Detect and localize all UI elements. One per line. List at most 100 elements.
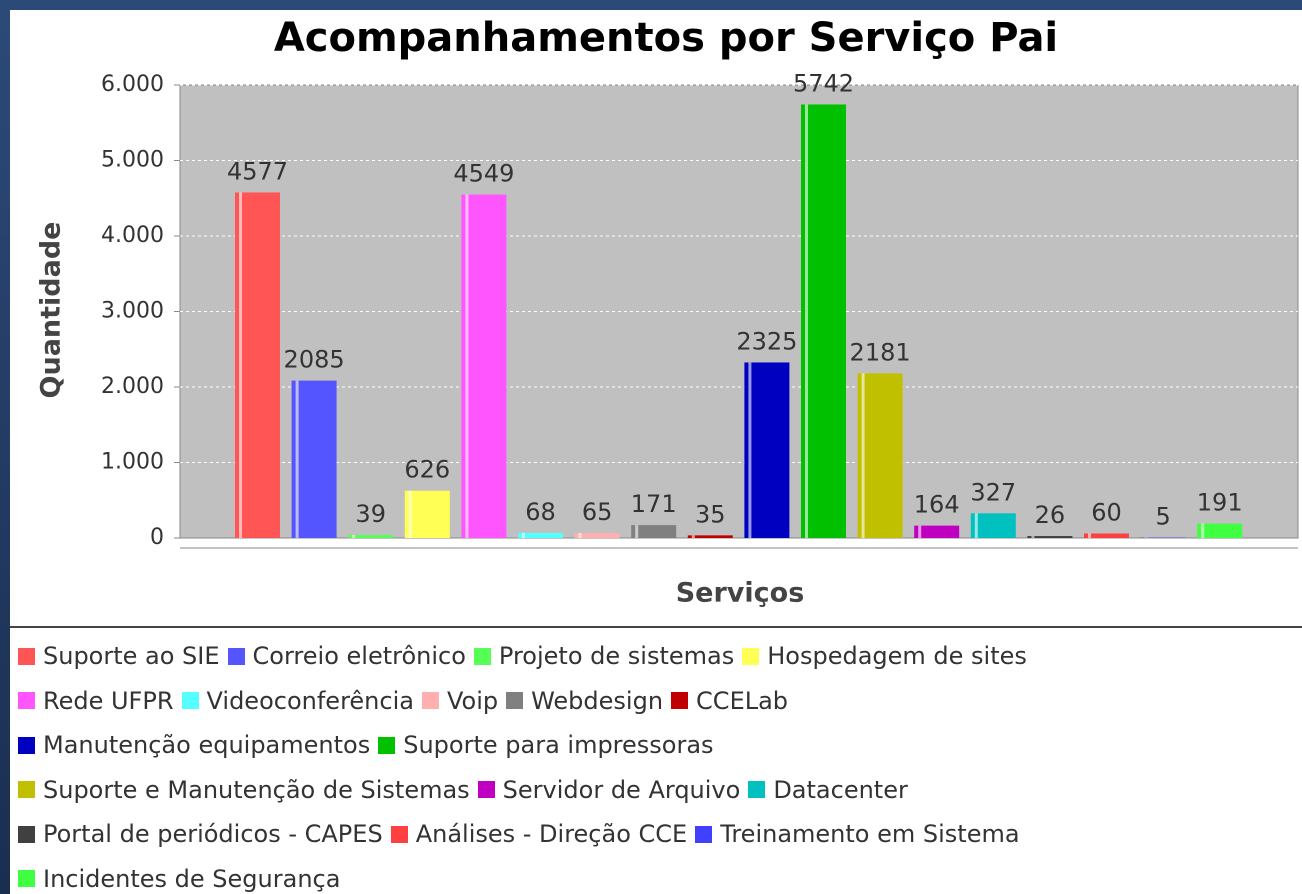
bar-highlight — [465, 194, 469, 538]
legend-row: Suporte e Manutenção de Sistemas Servidor… — [18, 768, 1302, 813]
legend-item: Suporte ao SIE — [18, 642, 220, 670]
legend-label: Suporte para impressoras — [403, 731, 714, 760]
bar-highlight — [974, 513, 978, 538]
bar-highlight — [691, 535, 695, 538]
bar-highlight — [408, 490, 412, 538]
legend-label: Hospedagem de sites — [767, 642, 1027, 671]
y-tick-label: 2.000 — [101, 374, 164, 399]
legend-swatch — [18, 736, 35, 754]
bar-highlight — [918, 525, 922, 538]
data-label: 4549 — [453, 160, 514, 188]
data-label: 26 — [1035, 501, 1066, 529]
legend-swatch — [18, 825, 35, 843]
bar-highlight — [635, 525, 639, 538]
legend-item: Treinamento em Sistema — [695, 820, 1020, 849]
legend-label: Análises - Direção CCE — [415, 820, 688, 849]
data-label: 4577 — [227, 157, 288, 185]
data-label: 35 — [695, 500, 726, 528]
bar-highlight — [239, 192, 242, 538]
data-label: 191 — [1197, 489, 1243, 517]
bar — [518, 532, 563, 538]
legend-label: Portal de periódicos - CAPES — [43, 820, 383, 849]
bar-highlight — [522, 532, 525, 538]
legend-item: Suporte para impressoras — [378, 731, 714, 760]
data-label: 327 — [970, 478, 1016, 506]
bar — [801, 104, 846, 538]
legend-item: Hospedagem de sites — [742, 642, 1027, 670]
legend-swatch — [695, 825, 713, 843]
legend-label: Projeto de sistemas — [498, 642, 735, 671]
legend-swatch — [506, 692, 524, 710]
bar-highlight — [578, 533, 582, 538]
bar — [291, 380, 337, 538]
legend-item: Datacenter — [748, 776, 908, 804]
legend-row: Incidentes de Segurança — [18, 857, 1302, 894]
bar — [744, 362, 790, 538]
y-tick-label: 0 — [150, 525, 164, 550]
bar-highlight — [861, 373, 865, 538]
legend-swatch — [742, 647, 760, 665]
y-tick-label: 6.000 — [101, 72, 164, 97]
x-axis-label: Serviços — [676, 578, 805, 609]
bar — [1084, 533, 1129, 538]
bar-highlight — [1031, 536, 1035, 538]
legend-row: Manutenção equipamentos Suporte para impr… — [18, 723, 1302, 768]
data-label: 164 — [914, 491, 960, 519]
legend-item: Incidentes de Segurança — [18, 865, 340, 893]
y-axis-label: Quantidade — [36, 222, 67, 399]
bar-highlight — [1201, 523, 1205, 538]
legend-swatch — [473, 647, 491, 665]
bar — [348, 535, 394, 538]
data-label: 2325 — [736, 327, 797, 355]
legend-label: CCELab — [696, 686, 789, 715]
data-label: 5 — [1155, 503, 1170, 531]
legend-label: Suporte e Manutenção de Sistemas — [43, 775, 470, 804]
legend-item: Portal de periódicos - CAPES — [18, 820, 383, 848]
legend-item: Servidor de Arquivo — [477, 775, 741, 804]
bar-highlight — [748, 362, 752, 538]
data-label: 60 — [1091, 498, 1122, 526]
bar — [404, 490, 450, 538]
y-tick-label: 1.000 — [101, 450, 164, 475]
legend-swatch — [18, 647, 35, 665]
legend: Suporte ao SIE Correio eletrônico Projeto … — [10, 626, 1302, 894]
legend-swatch — [477, 781, 495, 799]
data-label: 2181 — [850, 338, 911, 366]
y-tick-label: 3.000 — [101, 299, 164, 324]
legend-item: Correio eletrônico — [227, 642, 466, 671]
bar — [631, 525, 677, 538]
legend-label: Webdesign — [531, 686, 664, 715]
legend-swatch — [671, 692, 689, 710]
legend-label: Correio eletrônico — [252, 642, 466, 671]
legend-item: Webdesign — [506, 687, 663, 715]
legend-item: Videoconferência — [181, 687, 414, 715]
legend-swatch — [18, 692, 35, 710]
legend-label: Datacenter — [773, 775, 908, 804]
legend-label: Treinamento em Sistema — [720, 820, 1020, 849]
bar-highlight — [295, 380, 299, 538]
chart-title: Acompanhamentos por Serviço Pai — [274, 15, 1058, 61]
legend-swatch — [378, 736, 396, 754]
legend-label: Voip — [446, 686, 499, 715]
legend-swatch — [181, 692, 199, 710]
legend-swatch — [18, 781, 35, 799]
bar — [857, 373, 903, 538]
data-label: 65 — [582, 498, 613, 526]
legend-label: Incidentes de Segurança — [43, 864, 341, 893]
bar — [687, 535, 733, 538]
data-label: 171 — [631, 490, 677, 518]
legend-swatch — [227, 647, 245, 665]
bar-highlight — [352, 535, 356, 538]
legend-item: Suporte e Manutenção de Sistemas — [18, 776, 470, 804]
chart: Acompanhamentos por Serviço Pai Serviços… — [36, 15, 1299, 609]
legend-item: Manutenção equipamentos — [18, 731, 370, 759]
bar — [235, 192, 280, 538]
legend-item: Rede UFPR — [18, 687, 174, 715]
legend-row: Portal de periódicos - CAPES Análises - D… — [18, 812, 1302, 857]
bar — [914, 525, 960, 538]
legend-swatch — [421, 692, 439, 710]
bar — [970, 513, 1016, 538]
legend-label: Servidor de Arquivo — [502, 775, 741, 804]
legend-swatch — [18, 870, 35, 888]
